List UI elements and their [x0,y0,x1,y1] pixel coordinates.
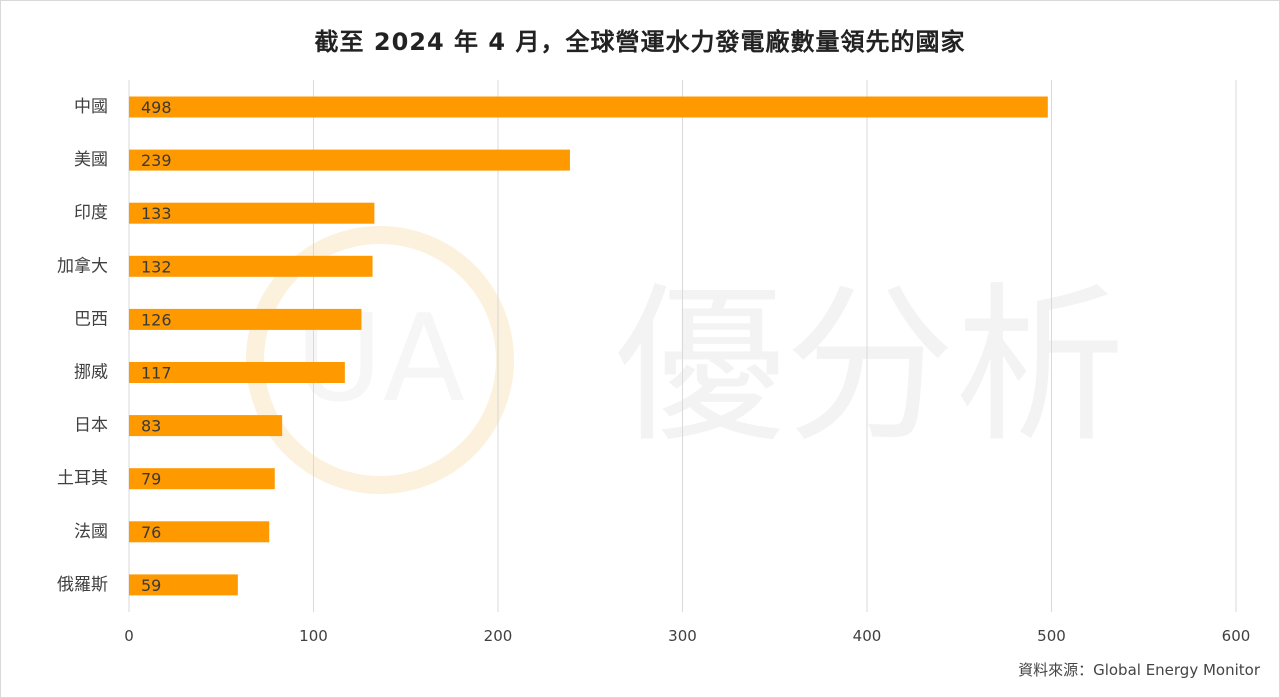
data-label: 126 [141,310,172,329]
data-label: 79 [141,470,161,489]
bar [129,308,362,330]
bar [129,362,345,383]
data-label: 117 [141,364,172,383]
data-label: 59 [141,576,161,595]
chart-title: 截至 2024 年 4 月，全球營運水力發電廠數量領先的國家 [314,28,966,56]
category-label: 巴西 [74,309,108,329]
category-label: 印度 [74,203,108,223]
category-label: 法國 [74,522,108,542]
category-label: 加拿大 [57,255,108,276]
x-tick-label: 600 [1222,627,1251,645]
category-label: 日本 [74,416,108,436]
data-label: 132 [141,257,172,276]
x-tick-label: 200 [484,627,513,645]
x-tick-label: 300 [668,627,697,645]
x-axis-tick-labels: 0 100 200 300 400 500 600 [124,627,1250,645]
data-label: 239 [141,151,172,170]
watermark-text: 優分析 [615,268,1125,466]
bar [129,149,570,171]
category-label: 挪威 [74,363,108,383]
x-tick-label: 100 [299,627,328,645]
source-note: 資料來源：Global Energy Monitor [1018,661,1260,679]
bar [129,468,275,490]
bar [129,521,270,543]
category-label: 土耳其 [57,469,108,489]
watermark: UA 優分析 [246,226,1125,494]
data-label: 133 [141,204,172,223]
data-label: 83 [141,417,161,436]
category-label: 俄羅斯 [57,575,108,595]
x-tick-label: 0 [124,627,134,645]
bar [129,415,283,437]
bar [129,255,373,277]
bar [129,202,375,224]
x-tick-label: 500 [1037,627,1066,645]
x-tick-label: 400 [853,627,882,645]
watermark-logo-circle [246,226,514,494]
category-label: 美國 [74,150,108,170]
category-label: 中國 [74,97,108,117]
data-label: 76 [141,523,161,542]
bar [129,574,238,596]
bars: 498 239 133 132 126 117 83 79 76 59 [129,96,1048,596]
data-label: 498 [141,98,172,117]
bar [129,96,1048,118]
